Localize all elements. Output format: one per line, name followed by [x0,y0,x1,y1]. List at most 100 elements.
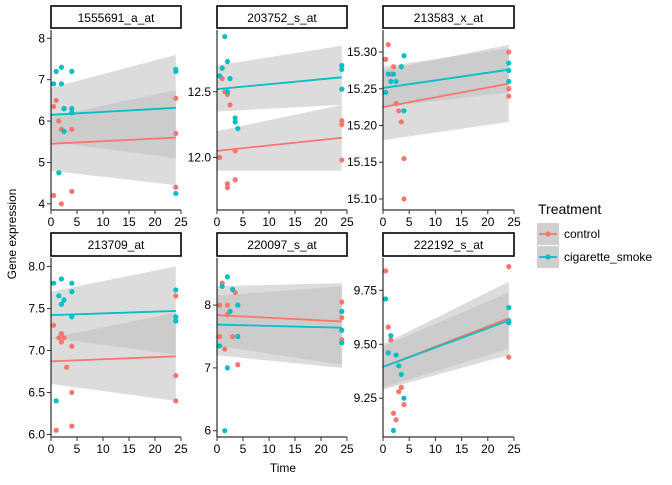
x-tick-label: 10 [262,442,276,456]
fit-line-control [382,82,509,109]
data-point-control [339,299,345,305]
data-point-control [398,119,404,125]
y-tick-label: 9.75 [354,283,378,297]
legend: Treatment control cigarette_smoke [537,201,652,268]
data-point-control [217,333,223,340]
data-point-cigarette_smoke [401,108,407,114]
data-point-control [506,354,512,360]
facet-panel: 203752_s_at 12.0 12.5 0 5 10 15 20 25 [188,5,354,229]
x-axis-label: Time [270,461,297,475]
facet-strip [382,232,515,257]
data-point-cigarette_smoke [61,297,67,303]
data-point-cigarette_smoke [173,68,179,74]
fit-line-control [216,136,342,152]
y-axis-label: Gene expression [5,189,19,280]
data-point-cigarette_smoke [393,352,399,358]
data-point-cigarette_smoke [506,78,512,85]
data-point-control [339,315,345,321]
data-point-cigarette_smoke [339,308,345,314]
x-tick-label: 20 [314,215,328,229]
x-tick-label: 5 [240,442,247,456]
y-tick-label: 12.0 [188,150,212,164]
confidence-band-cigarette_smoke [51,266,176,355]
data-point-cigarette_smoke [383,296,389,302]
data-point-cigarette_smoke [173,287,179,293]
x-tick-label: 25 [174,442,188,456]
x-tick-label: 15 [288,442,302,456]
data-point-control [230,333,236,340]
data-point-control [69,423,75,429]
data-point-cigarette_smoke [53,68,59,74]
data-point-cigarette_smoke [339,340,345,346]
x-tick-label: 10 [429,442,443,456]
facet-title: 213583_x_at [414,11,484,25]
fit-line-control [216,314,342,323]
data-point-control [385,42,391,48]
data-point-control [222,346,228,352]
data-point-control [173,130,179,137]
data-point-cigarette_smoke [58,81,64,87]
confidence-band-cigarette_smoke [217,45,342,112]
x-tick-label: 25 [507,215,521,229]
x-tick-label: 0 [380,442,387,456]
data-point-control [506,86,512,92]
confidence-band-cigarette_smoke [217,286,342,368]
data-point-cigarette_smoke [61,128,67,134]
data-point-control [224,181,230,187]
y-tick-label: 15.25 [347,82,377,96]
data-point-control [58,339,64,345]
data-point-control [173,184,179,190]
data-point-cigarette_smoke [401,395,407,401]
data-point-cigarette_smoke [385,71,391,77]
data-point-control [69,389,75,396]
data-point-cigarette_smoke [235,125,241,132]
data-point-control [396,108,402,114]
data-point-cigarette_smoke [393,78,399,85]
data-point-cigarette_smoke [385,350,391,356]
data-point-control [401,402,407,408]
data-point-cigarette_smoke [227,308,233,314]
x-tick-label: 5 [74,215,81,229]
x-tick-label: 5 [406,215,413,229]
facet-title: 222192_s_at [414,238,484,252]
fit-line-control [50,355,176,363]
x-tick-label: 25 [340,215,354,229]
x-tick-label: 25 [340,442,354,456]
y-tick-label: 15.20 [347,119,377,133]
x-tick-label: 0 [380,215,387,229]
data-point-cigarette_smoke [224,274,230,280]
data-point-cigarette_smoke [58,301,64,307]
legend-title: Treatment [538,201,601,217]
data-point-cigarette_smoke [217,73,223,79]
data-point-cigarette_smoke [69,68,75,74]
facet-strip [382,5,515,29]
data-point-cigarette_smoke [217,343,223,349]
fit-line-cigarette_smoke [382,68,509,89]
y-tick-label: 8.0 [28,259,45,273]
data-point-cigarette_smoke [339,66,345,73]
data-point-control [173,293,179,299]
data-point-control [217,154,223,161]
facet-strip [216,232,348,257]
y-tick-label: 8 [204,298,211,312]
confidence-band-control [217,104,342,171]
data-point-cigarette_smoke [398,64,404,70]
data-point-control [69,343,75,349]
y-tick-label: 5 [38,155,45,169]
data-point-control [51,103,57,110]
data-point-cigarette_smoke [339,327,345,333]
y-tick-label: 6.0 [28,427,45,441]
data-point-cigarette_smoke [222,33,228,40]
x-tick-label: 15 [455,442,469,456]
data-point-control [390,64,397,70]
x-tick-label: 25 [507,442,521,456]
data-point-control [393,417,399,423]
data-point-control [173,373,179,379]
data-point-cigarette_smoke [232,119,238,125]
x-tick-label: 20 [148,215,162,229]
fit-line-cigarette_smoke [216,76,342,91]
y-tick-label: 15.10 [347,192,377,206]
y-tick-label: 6.5 [28,385,45,399]
